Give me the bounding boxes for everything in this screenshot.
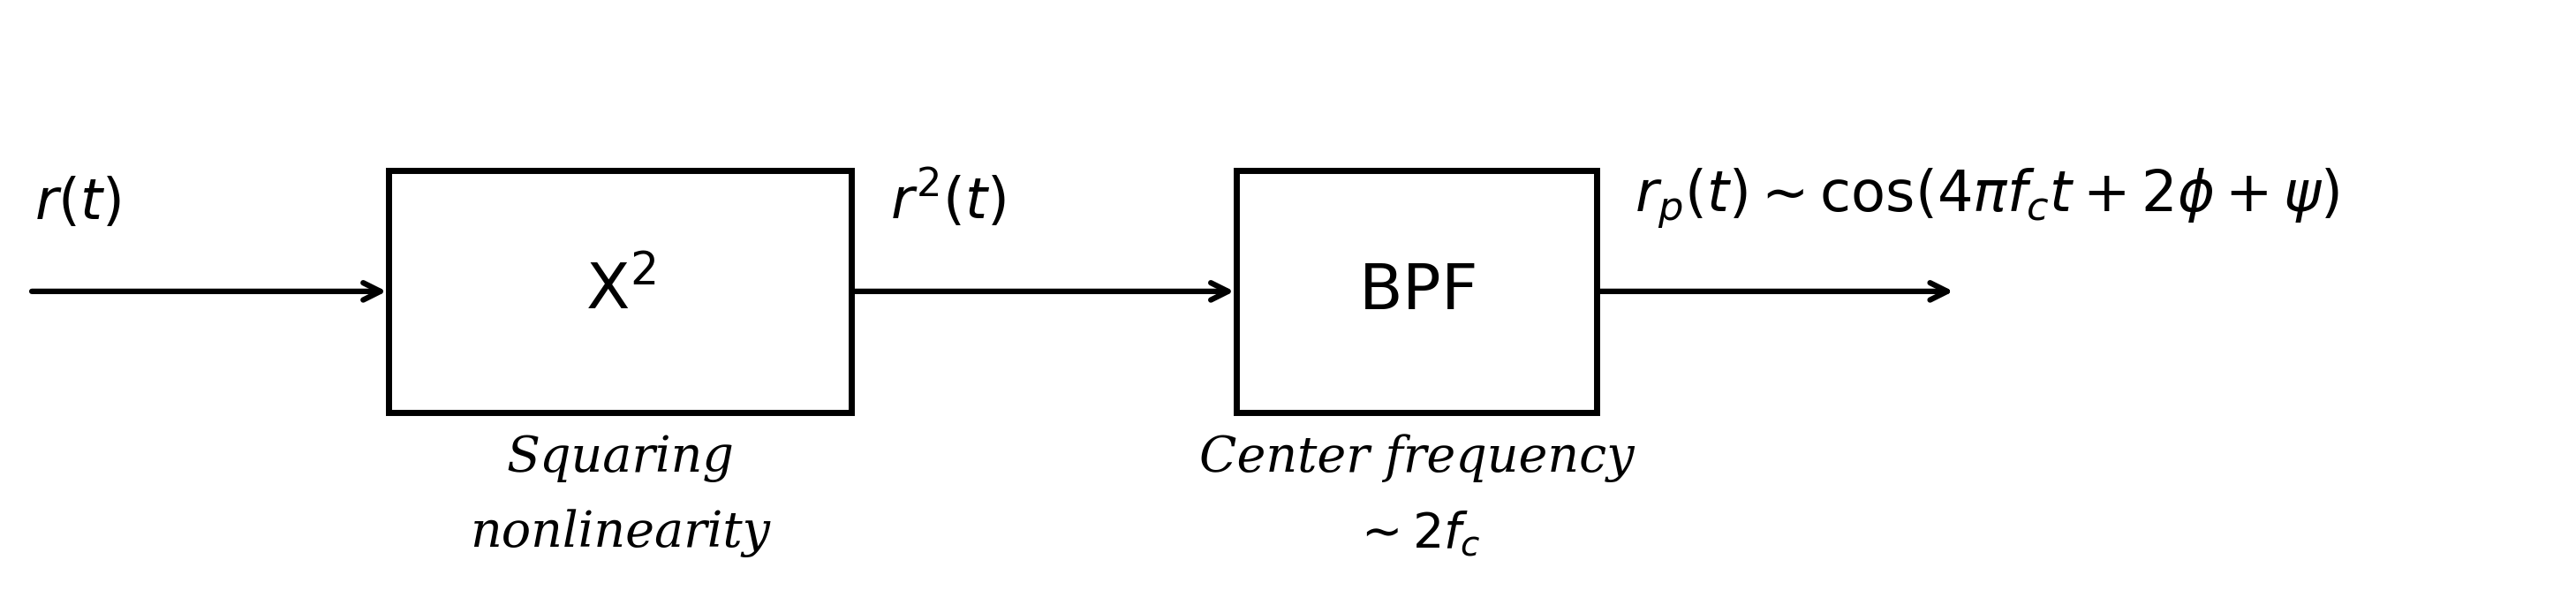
Bar (1236, 170, 1597, 413)
Text: Squaring: Squaring (507, 434, 734, 482)
Text: Center frequency: Center frequency (1198, 434, 1633, 482)
Text: $r(t)$: $r(t)$ (33, 177, 121, 231)
Text: $\mathrm{BPF}$: $\mathrm{BPF}$ (1358, 260, 1476, 322)
Text: $r_p(t) \sim \cos(4\pi f_c t + 2\phi + \psi)$: $r_p(t) \sim \cos(4\pi f_c t + 2\phi + \… (1636, 167, 2339, 231)
Text: $\sim 2f_c$: $\sim 2f_c$ (1352, 509, 1481, 558)
Text: $\mathrm{X}^2$: $\mathrm{X}^2$ (585, 260, 654, 323)
Bar (389, 170, 850, 413)
Text: nonlinearity: nonlinearity (469, 509, 770, 558)
Text: $r^2(t)$: $r^2(t)$ (889, 169, 1005, 231)
